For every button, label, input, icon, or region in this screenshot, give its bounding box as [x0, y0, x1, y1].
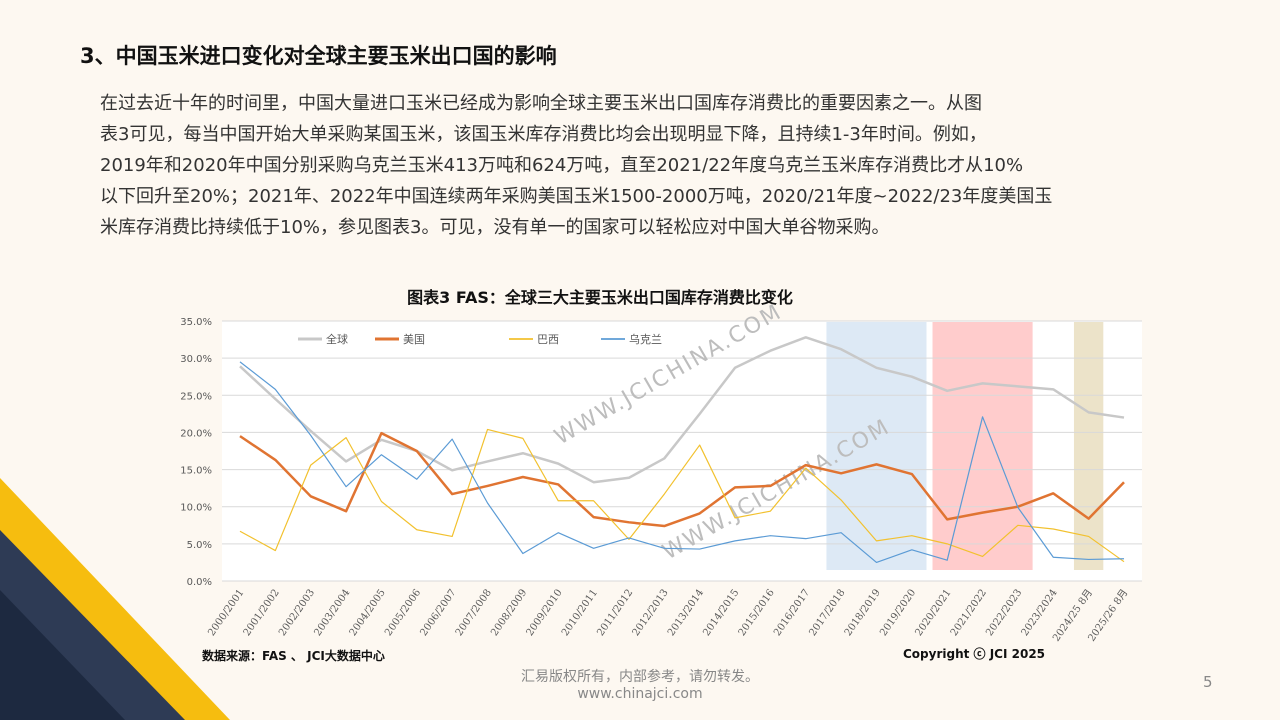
x-tick-label: 2021/2022	[949, 587, 989, 638]
x-tick-label: 2002/2003	[277, 587, 317, 638]
series-line-3	[239, 361, 1125, 564]
y-tick-label: 10.0%	[180, 503, 212, 514]
x-tick-label: 2012/2013	[631, 587, 671, 638]
paragraph-line: 表3可见，每当中国开始大单采购某国玉米，该国玉米库存消费比均会出现明显下降，且持…	[100, 124, 987, 145]
x-tick-label: 2022/2023	[984, 587, 1024, 638]
copyright: Copyright ⓒ JCI 2025	[903, 647, 1046, 661]
paragraph-line: 以下回升至20%；2021年、2022年中国连续两年采购美国玉米1500-200…	[100, 186, 1053, 207]
paragraph-line: 2019年和2020年中国分别采购乌克兰玉米413万吨和624万吨，直至2021…	[100, 155, 1024, 176]
x-tick-label: 2000/2001	[206, 587, 246, 638]
x-tick-label: 2020/2021	[914, 587, 954, 638]
y-tick-label: 30.0%	[180, 354, 212, 365]
series-line-0	[239, 336, 1125, 484]
y-tick-label: 5.0%	[187, 540, 212, 551]
x-tick-label: 2010/2011	[560, 587, 600, 638]
y-tick-label: 25.0%	[180, 391, 212, 402]
x-tick-label: 2014/2015	[701, 587, 741, 638]
x-tick-label: 2018/2019	[843, 587, 883, 638]
x-tick-label: 2008/2009	[489, 587, 529, 638]
x-tick-label: 2011/2012	[595, 587, 635, 638]
section-heading: 3、中国玉米进口变化对全球主要玉米出口国的影响	[80, 44, 557, 68]
body-paragraph: 在过去近十年的时间里，中国大量进口玉米已经成为影响全球主要玉米出口国库存消费比的…	[100, 88, 1200, 243]
legend-label: 全球	[326, 332, 348, 346]
y-tick-label: 35.0%	[180, 317, 212, 328]
x-tick-label: 2007/2008	[454, 587, 494, 638]
x-tick-label: 2009/2010	[525, 587, 565, 638]
series-line-1	[239, 431, 1125, 528]
x-tick-label: 2019/2020	[878, 587, 918, 638]
y-tick-label: 0.0%	[187, 577, 212, 588]
footer-notice: 汇易版权所有，内部参考，请勿转发。	[521, 669, 759, 685]
x-tick-label: 2004/2005	[348, 587, 388, 638]
x-tick-label: 2005/2006	[383, 587, 423, 638]
legend-label: 乌克兰	[629, 332, 662, 346]
x-tick-label: 2001/2002	[242, 587, 282, 638]
x-tick-label: 2023/2024	[1020, 587, 1060, 638]
legend-label: 美国	[403, 333, 425, 346]
x-tick-label: 2006/2007	[418, 587, 458, 638]
y-tick-label: 15.0%	[180, 466, 212, 477]
x-tick-label: 2016/2017	[772, 587, 812, 638]
chart-title: 图表3 FAS：全球三大主要玉米出口国库存消费比变化	[407, 288, 793, 307]
y-tick-label: 20.0%	[180, 428, 212, 439]
paragraph-line: 在过去近十年的时间里，中国大量进口玉米已经成为影响全球主要玉米出口国库存消费比的…	[100, 93, 982, 114]
paragraph-line: 米库存消费比持续低于10%，参见图表3。可见，没有单一的国家可以轻松应对中国大单…	[100, 217, 890, 238]
data-source: 数据来源：FAS 、 JCI大数据中心	[202, 649, 385, 663]
highlight-band	[932, 322, 1033, 570]
highlight-band	[826, 322, 927, 570]
x-tick-label: 2017/2018	[807, 587, 847, 638]
footer-url: www.chinajci.com	[577, 686, 703, 702]
series-line-2	[239, 428, 1125, 563]
x-tick-label: 2015/2016	[737, 587, 777, 638]
legend-label: 巴西	[537, 333, 559, 346]
highlight-band	[1073, 322, 1104, 570]
x-tick-label: 2013/2014	[666, 587, 706, 638]
page-number: 5	[1203, 673, 1213, 691]
x-tick-label: 2003/2004	[312, 587, 352, 638]
dark-corner-shape	[0, 590, 125, 720]
